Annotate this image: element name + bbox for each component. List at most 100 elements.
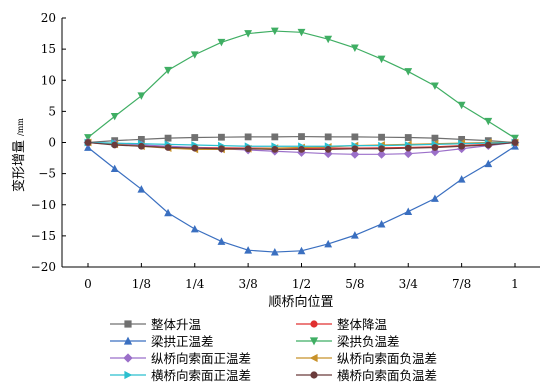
data-point xyxy=(84,143,92,151)
data-point xyxy=(378,133,385,141)
data-point xyxy=(350,44,359,52)
data-point xyxy=(430,147,440,157)
y-tick-label: 10 xyxy=(41,73,56,87)
data-point xyxy=(110,112,119,121)
x-tick-label: 1/4 xyxy=(185,277,205,291)
series-layer xyxy=(83,27,520,256)
data-point xyxy=(458,142,466,150)
data-point xyxy=(323,149,333,159)
legend-label: 梁拱负温差 xyxy=(337,334,400,349)
x-tick-label: 1 xyxy=(511,277,519,291)
legend-item: 整体降温 xyxy=(296,317,388,332)
data-point xyxy=(298,133,305,140)
data-point xyxy=(350,231,359,239)
data-point xyxy=(244,30,253,38)
legend-label: 纵桥向索面正温差 xyxy=(151,351,251,366)
data-point xyxy=(377,55,386,64)
data-point xyxy=(137,135,145,143)
data-point xyxy=(110,164,119,173)
data-point xyxy=(404,134,412,141)
data-point xyxy=(111,141,119,149)
legend-marker xyxy=(309,353,318,363)
series-line xyxy=(87,30,516,139)
data-point xyxy=(191,134,199,141)
data-point xyxy=(324,35,333,44)
data-point xyxy=(244,133,252,141)
series-line xyxy=(87,145,516,253)
y-tick-label: 15 xyxy=(41,42,56,56)
data-point xyxy=(270,27,279,36)
y-tick-label: 20 xyxy=(41,11,56,25)
data-point xyxy=(297,28,306,37)
data-point xyxy=(511,139,519,146)
legend-marker xyxy=(310,371,318,379)
data-point xyxy=(457,101,466,110)
data-point xyxy=(404,68,413,76)
data-point xyxy=(137,142,145,150)
data-point xyxy=(298,145,305,153)
data-point xyxy=(271,145,279,153)
x-tick-label: 5/8 xyxy=(345,277,364,291)
data-point xyxy=(431,82,439,90)
data-point xyxy=(484,117,493,126)
y-axis-ticks: 20 15 10 5 0 −5 −10 −15 −20 xyxy=(31,11,66,274)
y-tick-label: −5 xyxy=(38,167,56,181)
data-point xyxy=(377,149,386,159)
legend-item: 整体升温 xyxy=(110,317,202,332)
data-point xyxy=(244,246,253,254)
data-point xyxy=(484,159,493,168)
data-point xyxy=(297,246,306,255)
legend-label: 纵桥向索面负温差 xyxy=(337,351,437,366)
legend-label: 横桥向索面正温差 xyxy=(151,368,251,383)
series-4 xyxy=(84,27,519,143)
legend-item: 梁拱负温差 xyxy=(296,334,400,349)
data-point xyxy=(271,133,279,141)
data-point xyxy=(404,207,413,215)
data-point xyxy=(431,134,439,142)
data-point xyxy=(457,175,466,183)
y-axis-label: 变形增量 xyxy=(11,140,27,192)
data-point xyxy=(137,185,146,193)
x-tick-label: 1/2 xyxy=(292,277,311,291)
data-point xyxy=(378,145,385,153)
data-point xyxy=(403,149,413,159)
series-8 xyxy=(84,139,519,153)
legend-label: 整体降温 xyxy=(337,317,388,332)
legend-item: 横桥向索面负温差 xyxy=(296,368,437,383)
legend-label: 横桥向索面负温差 xyxy=(337,368,437,383)
legend-marker xyxy=(123,353,133,363)
data-point xyxy=(484,141,492,149)
data-point xyxy=(84,134,92,142)
data-point xyxy=(431,144,439,151)
data-point xyxy=(218,145,225,153)
y-tick-label: 5 xyxy=(48,104,56,118)
x-tick-label: 1/8 xyxy=(132,277,151,291)
data-point xyxy=(351,145,359,153)
data-point xyxy=(324,239,333,248)
legend-item: 横桥向索面正温差 xyxy=(110,368,251,383)
x-tick-label: 0 xyxy=(84,277,92,291)
data-point xyxy=(217,38,226,47)
data-point xyxy=(191,144,199,152)
x-axis-label: 顺桥向位置 xyxy=(268,294,333,310)
data-point xyxy=(164,134,172,142)
data-point xyxy=(190,51,199,59)
data-point xyxy=(164,208,172,217)
x-tick-label: 7/8 xyxy=(452,277,471,291)
data-point xyxy=(218,133,225,141)
y-tick-label: −15 xyxy=(31,229,56,243)
data-point xyxy=(164,66,172,75)
y-tick-label: −20 xyxy=(31,260,56,274)
y-axis-unit: /mm xyxy=(16,118,25,136)
x-axis-ticks: 0 1/8 1/4 3/8 1/2 5/8 3/4 7/8 1 xyxy=(84,263,519,291)
x-tick-label: 3/8 xyxy=(238,277,257,291)
x-tick-label: 3/4 xyxy=(399,277,419,291)
data-point xyxy=(190,224,199,233)
data-point xyxy=(458,135,466,143)
legend-marker xyxy=(124,320,132,328)
data-point xyxy=(137,92,146,100)
legend-marker xyxy=(310,320,318,328)
legend-item: 纵桥向索面正温差 xyxy=(110,351,251,366)
